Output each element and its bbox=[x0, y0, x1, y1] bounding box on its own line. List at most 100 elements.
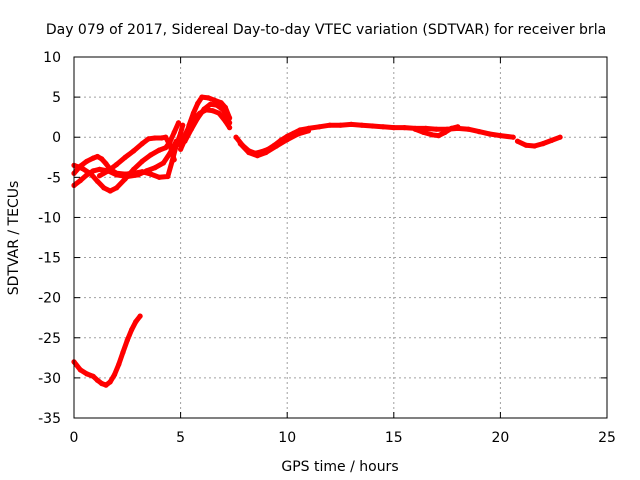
data-point bbox=[188, 126, 194, 132]
y-tick-label: -5 bbox=[47, 170, 61, 186]
data-point bbox=[523, 142, 529, 148]
data-point bbox=[160, 160, 167, 166]
data-point bbox=[165, 173, 171, 180]
grid-lines bbox=[74, 57, 607, 418]
data-point bbox=[135, 172, 141, 178]
data-point bbox=[284, 137, 290, 143]
data-point bbox=[205, 95, 211, 101]
y-tick-label: 5 bbox=[52, 90, 61, 106]
data-point bbox=[156, 147, 162, 153]
data-point bbox=[158, 135, 164, 141]
data-point bbox=[114, 185, 120, 191]
data-point bbox=[163, 134, 169, 140]
series-arc-d bbox=[97, 134, 177, 179]
y-tick-label: 10 bbox=[43, 50, 61, 66]
x-tick-label: 25 bbox=[598, 430, 616, 446]
y-tick-label: -35 bbox=[38, 411, 61, 427]
data-point bbox=[148, 152, 154, 158]
data-point bbox=[216, 110, 222, 116]
data-point bbox=[442, 129, 448, 135]
series-arc-midday bbox=[233, 121, 516, 156]
data-point bbox=[167, 142, 173, 148]
data-point bbox=[101, 185, 107, 191]
y-tick-label: -30 bbox=[38, 371, 61, 387]
data-point bbox=[233, 134, 239, 140]
x-tick-label: 5 bbox=[176, 430, 185, 446]
data-point bbox=[94, 377, 101, 383]
data-point bbox=[178, 142, 184, 148]
data-point bbox=[391, 125, 397, 131]
data-point bbox=[210, 108, 216, 114]
data-point bbox=[116, 361, 122, 367]
data-point bbox=[156, 174, 162, 180]
data-point bbox=[88, 171, 94, 177]
data-point bbox=[227, 120, 233, 126]
data-point bbox=[359, 122, 365, 128]
data-point bbox=[540, 141, 546, 147]
data-point bbox=[178, 130, 184, 136]
data-series bbox=[71, 94, 563, 388]
data-point bbox=[131, 148, 137, 154]
data-point bbox=[337, 122, 344, 128]
data-point bbox=[401, 125, 408, 131]
data-point bbox=[173, 138, 179, 144]
data-point bbox=[103, 161, 109, 167]
data-point bbox=[90, 155, 96, 161]
data-point bbox=[105, 168, 111, 174]
data-point bbox=[107, 379, 113, 385]
data-point bbox=[120, 349, 126, 355]
data-point bbox=[237, 141, 243, 147]
series-line bbox=[97, 134, 177, 179]
data-point bbox=[423, 125, 429, 131]
data-point bbox=[433, 126, 439, 132]
data-point bbox=[77, 367, 83, 373]
data-point bbox=[327, 122, 333, 128]
data-point bbox=[146, 136, 152, 142]
data-point bbox=[175, 120, 182, 126]
data-point bbox=[137, 313, 143, 319]
data-point bbox=[171, 129, 177, 135]
data-point bbox=[133, 319, 139, 325]
series-line bbox=[71, 313, 143, 388]
y-tick-label: -15 bbox=[38, 251, 61, 267]
data-point bbox=[254, 153, 260, 159]
data-point bbox=[195, 115, 201, 121]
plot-frame bbox=[73, 56, 608, 419]
data-point bbox=[139, 158, 145, 164]
data-point bbox=[295, 131, 301, 137]
x-axis-label: GPS time / hours bbox=[281, 459, 398, 475]
data-point bbox=[214, 102, 220, 108]
data-point bbox=[90, 373, 96, 379]
series-line bbox=[71, 122, 186, 180]
data-point bbox=[510, 134, 516, 140]
data-point bbox=[178, 146, 184, 152]
data-point bbox=[412, 126, 418, 132]
data-point bbox=[273, 143, 280, 149]
data-point bbox=[220, 107, 226, 113]
data-point bbox=[122, 154, 128, 160]
y-tick-label: -25 bbox=[38, 331, 61, 347]
x-tick-label: 15 bbox=[385, 430, 403, 446]
data-point bbox=[114, 172, 120, 178]
data-point bbox=[77, 177, 83, 184]
data-point bbox=[124, 337, 130, 343]
data-point bbox=[448, 125, 454, 131]
data-point bbox=[263, 149, 269, 156]
data-point bbox=[99, 380, 105, 387]
data-point bbox=[195, 100, 201, 107]
data-point bbox=[180, 122, 186, 128]
data-point bbox=[99, 156, 105, 162]
data-point bbox=[107, 188, 113, 194]
data-point bbox=[163, 145, 169, 151]
series-arc-late bbox=[514, 134, 563, 149]
chart-title: Day 079 of 2017, Sidereal Day-to-day VTE… bbox=[46, 22, 606, 38]
data-point bbox=[497, 133, 503, 139]
data-point bbox=[171, 157, 177, 163]
data-point bbox=[129, 327, 135, 333]
data-point bbox=[190, 110, 196, 116]
data-point bbox=[122, 176, 128, 182]
data-point bbox=[369, 123, 376, 129]
data-point bbox=[212, 97, 218, 103]
series-arc-early-low bbox=[71, 313, 143, 388]
